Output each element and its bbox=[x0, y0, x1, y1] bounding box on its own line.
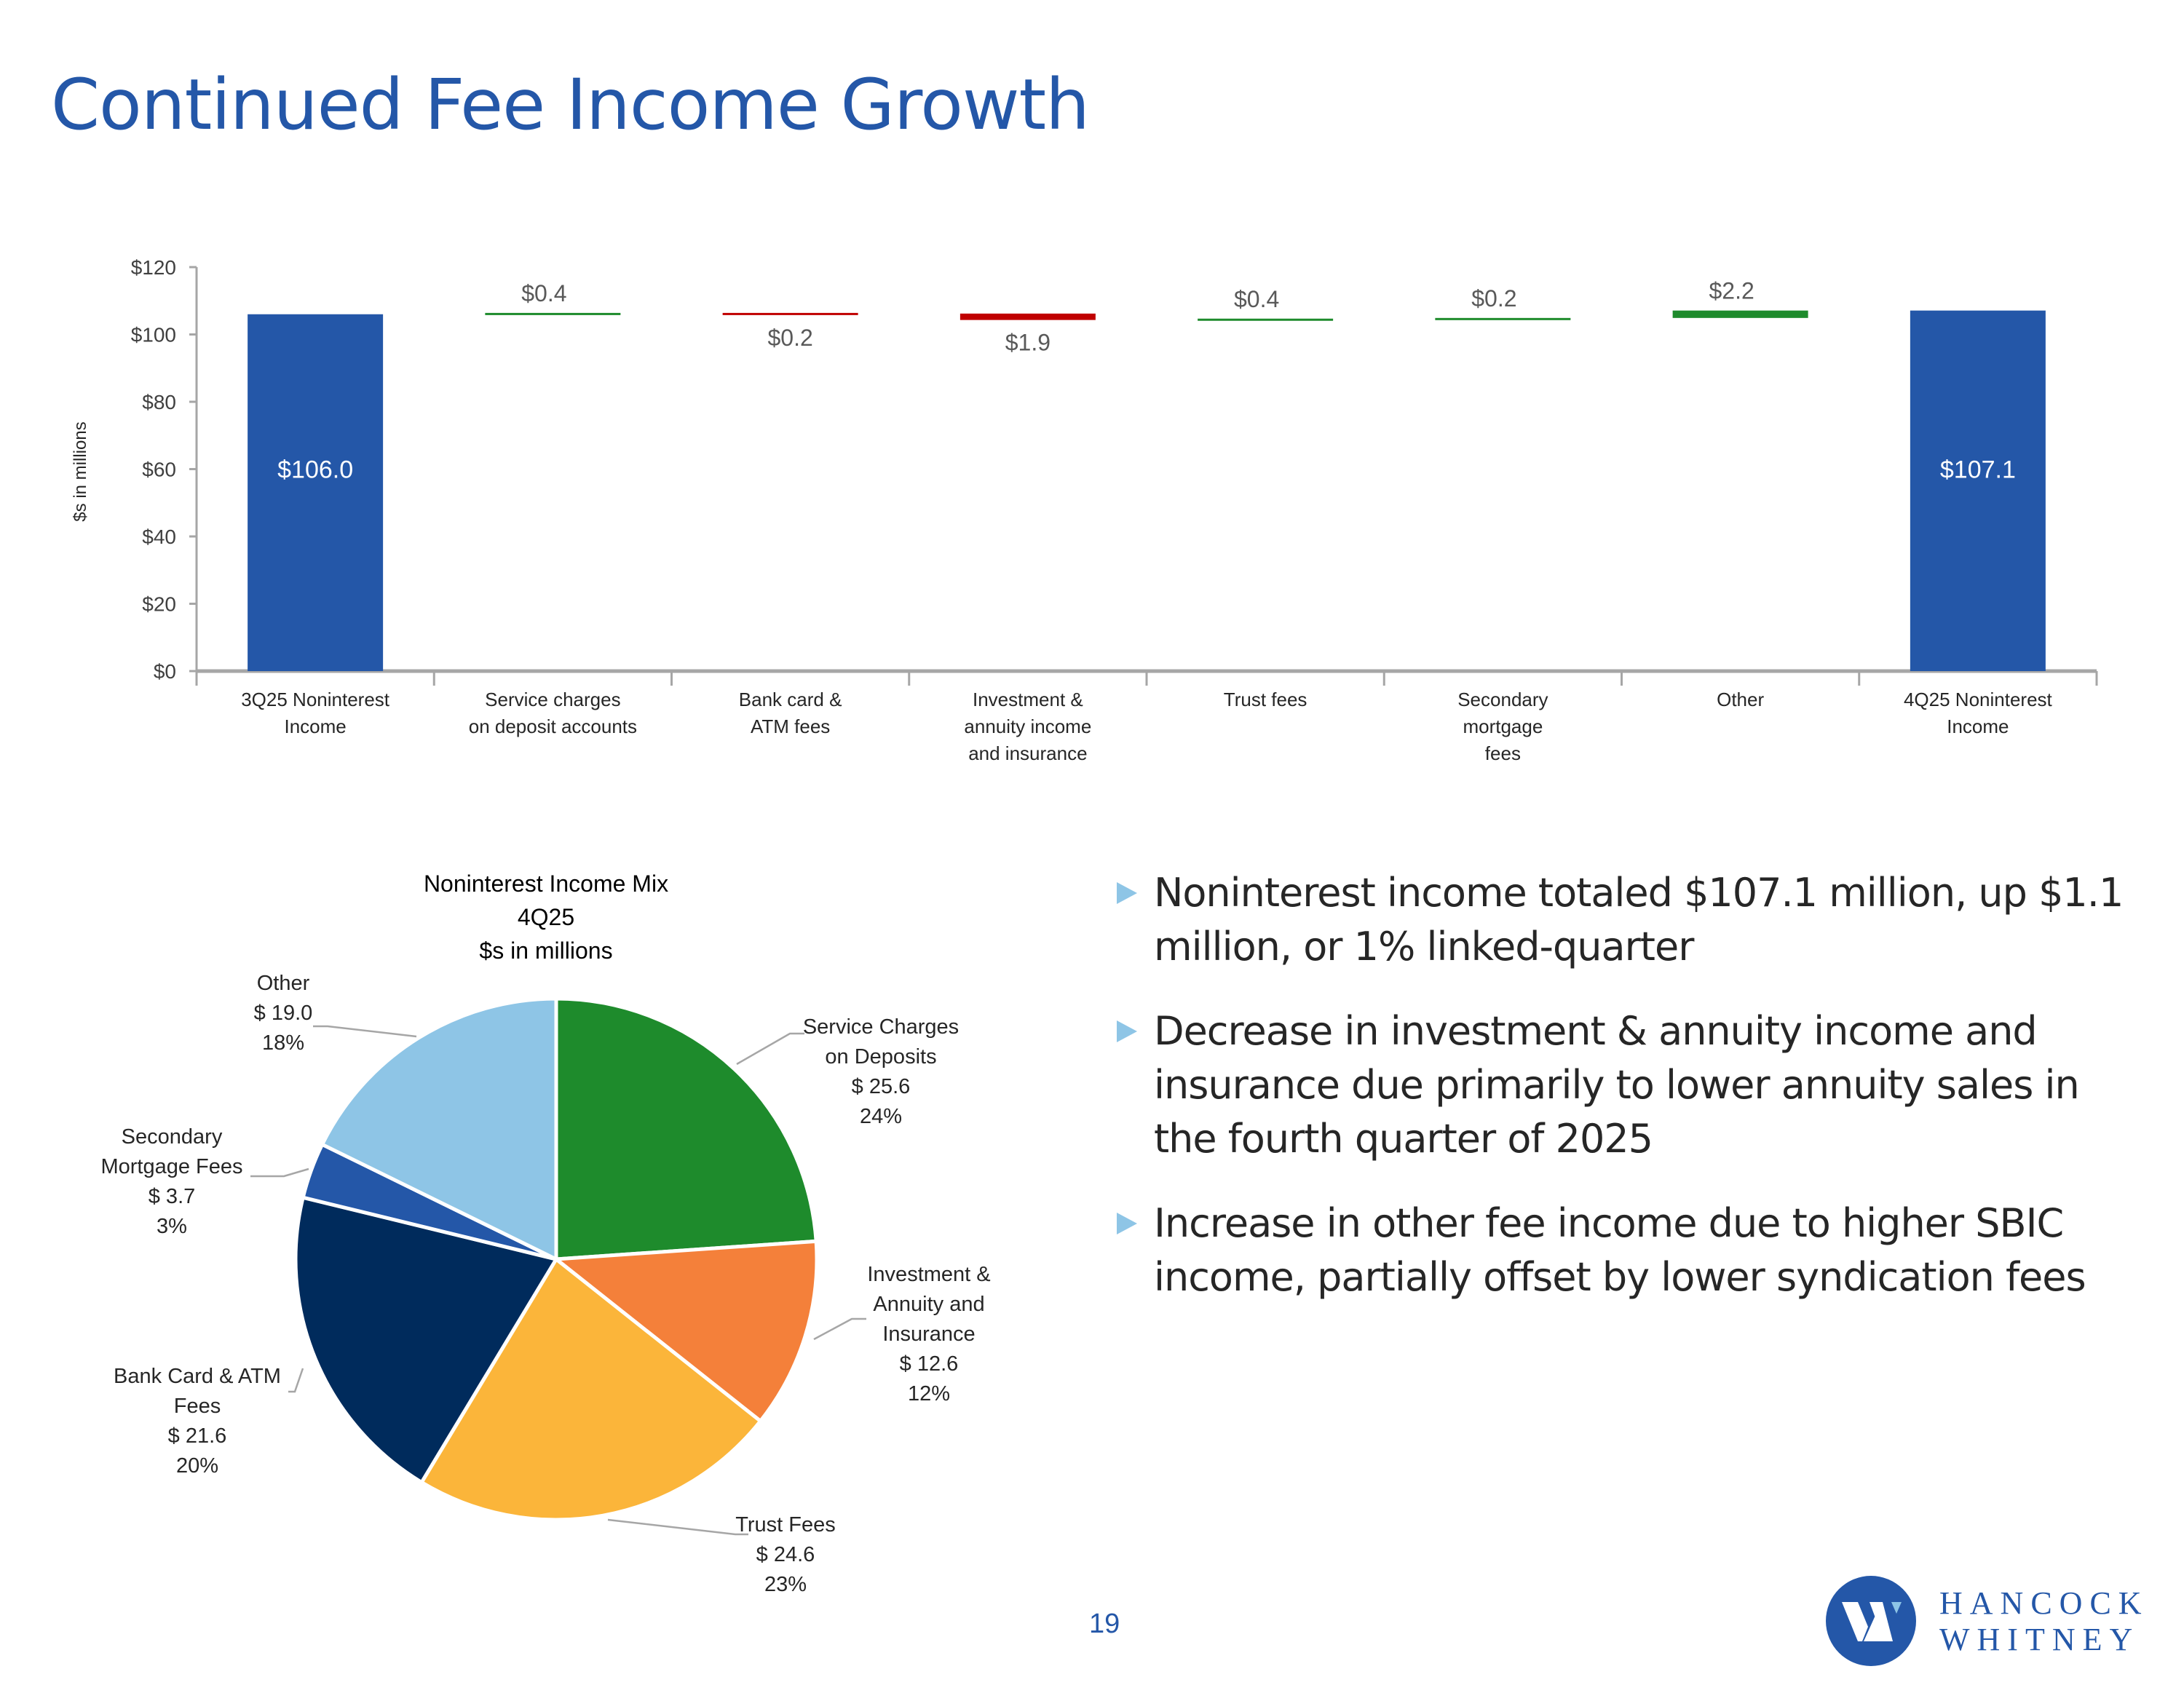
bullet-item: Decrease in investment & annuity income … bbox=[1114, 1004, 2133, 1166]
x-tick-label: on deposit accounts bbox=[469, 715, 637, 737]
pie-title: Noninterest Income Mix bbox=[424, 871, 668, 897]
pie-percent-label: 18% bbox=[262, 1031, 304, 1055]
x-tick-label: Bank card & bbox=[739, 689, 842, 710]
waterfall-bar bbox=[960, 313, 1096, 320]
y-tick-label: $20 bbox=[142, 593, 176, 616]
pie-slice bbox=[293, 1195, 559, 1486]
x-tick-label: Income bbox=[1947, 715, 2009, 737]
logo-text-hancock: HANCOCK bbox=[1939, 1585, 2149, 1621]
bullet-text: Increase in other fee income due to high… bbox=[1154, 1200, 2086, 1300]
data-label: $1.9 bbox=[1005, 330, 1051, 356]
pie-title: 4Q25 bbox=[518, 904, 574, 930]
pie-value-label: $ 19.0 bbox=[254, 1002, 313, 1025]
pie-label: Annuity and bbox=[873, 1293, 984, 1316]
pie-label: on Deposits bbox=[825, 1045, 936, 1069]
pie-title: $s in millions bbox=[479, 937, 612, 964]
pie-label: Bank Card & ATM bbox=[114, 1365, 281, 1388]
leader-line bbox=[288, 1368, 304, 1393]
pie-value-label: $ 3.7 bbox=[149, 1185, 196, 1208]
logo-mark-icon bbox=[1826, 1576, 1916, 1666]
x-tick-label: annuity income bbox=[964, 715, 1091, 737]
pie-label: Mortgage Fees bbox=[100, 1155, 242, 1178]
y-axis-title: $s in millions bbox=[71, 421, 90, 521]
data-label: $0.2 bbox=[1471, 285, 1516, 312]
y-tick-label: $80 bbox=[142, 391, 176, 413]
x-tick-label: 4Q25 Noninterest bbox=[1904, 689, 2053, 710]
bullet-item: Increase in other fee income due to high… bbox=[1114, 1197, 2133, 1304]
leader-line bbox=[313, 1025, 417, 1038]
y-tick-label: $0 bbox=[154, 660, 176, 683]
waterfall-bar bbox=[1672, 310, 1808, 318]
y-tick-label: $60 bbox=[142, 459, 176, 481]
x-tick-label: Service charges bbox=[485, 689, 620, 710]
pie-percent-label: 24% bbox=[860, 1105, 902, 1128]
waterfall-bar bbox=[722, 312, 858, 315]
triangle-bullet-icon bbox=[1117, 1020, 1137, 1042]
pie-label: Other bbox=[257, 972, 310, 995]
x-tick-label: Other bbox=[1717, 689, 1764, 710]
leader-line bbox=[736, 1032, 804, 1066]
page-number: 19 bbox=[1089, 1609, 1120, 1639]
x-tick-label: Investment & bbox=[973, 689, 1083, 710]
leader-line bbox=[607, 1518, 748, 1536]
logo-text-whitney: WHITNEY bbox=[1939, 1622, 2140, 1657]
y-tick-label: $40 bbox=[142, 526, 176, 548]
triangle-bullet-icon bbox=[1117, 882, 1137, 904]
pie-value-label: $ 25.6 bbox=[852, 1075, 911, 1098]
x-tick-label: Trust fees bbox=[1224, 689, 1307, 710]
pie-label: Investment & bbox=[867, 1263, 990, 1286]
triangle-bullet-icon bbox=[1117, 1213, 1137, 1234]
pie-label: Insurance bbox=[882, 1323, 975, 1346]
x-tick-label: and insurance bbox=[968, 742, 1087, 764]
data-label: $0.4 bbox=[521, 280, 566, 306]
pie-slice bbox=[320, 996, 558, 1263]
pie-slice bbox=[419, 1256, 764, 1522]
data-label: $106.0 bbox=[277, 456, 353, 484]
pie-slice bbox=[554, 996, 818, 1261]
bullet-item: Noninterest income totaled $107.1 millio… bbox=[1114, 866, 2133, 974]
pie-label: Trust Fees bbox=[735, 1513, 836, 1537]
x-tick-label: Income bbox=[284, 715, 346, 737]
x-tick-label: 3Q25 Noninterest bbox=[241, 689, 390, 710]
pie-value-label: $ 12.6 bbox=[900, 1352, 959, 1376]
pie-label: Fees bbox=[174, 1395, 221, 1418]
data-label: $0.2 bbox=[767, 325, 812, 351]
x-tick-label: mortgage bbox=[1463, 715, 1543, 737]
leader-line bbox=[813, 1317, 866, 1341]
pie-percent-label: 3% bbox=[157, 1215, 187, 1238]
page-title: Continued Fee Income Growth bbox=[51, 64, 1090, 146]
data-label: $107.1 bbox=[1940, 456, 2016, 484]
waterfall-bar bbox=[1910, 310, 2046, 671]
waterfall-bar bbox=[1198, 318, 1334, 321]
y-tick-label: $120 bbox=[131, 256, 176, 279]
data-label: $0.4 bbox=[1234, 286, 1279, 312]
pie-value-label: $ 21.6 bbox=[168, 1424, 227, 1448]
waterfall-bar bbox=[248, 314, 384, 671]
x-tick-label: fees bbox=[1485, 742, 1521, 764]
bullet-list: Noninterest income totaled $107.1 millio… bbox=[1114, 866, 2133, 1335]
x-tick-label: ATM fees bbox=[751, 715, 830, 737]
bullet-text: Noninterest income totaled $107.1 millio… bbox=[1154, 870, 2124, 970]
waterfall-bar bbox=[1435, 317, 1571, 320]
pie-label: Service Charges bbox=[803, 1015, 959, 1039]
y-tick-label: $100 bbox=[131, 324, 176, 346]
data-label: $2.2 bbox=[1709, 278, 1754, 304]
bullet-text: Decrease in investment & annuity income … bbox=[1154, 1008, 2080, 1162]
pie-label: Secondary bbox=[122, 1125, 223, 1149]
waterfall-bar bbox=[485, 312, 621, 315]
x-tick-label: Secondary bbox=[1457, 689, 1548, 710]
pie-percent-label: 20% bbox=[176, 1454, 218, 1478]
pie-slice bbox=[551, 1239, 819, 1424]
pie-percent-label: 12% bbox=[908, 1382, 950, 1406]
leader-line bbox=[250, 1167, 309, 1178]
pie-value-label: $ 24.6 bbox=[756, 1543, 815, 1566]
hancock-whitney-logo: HANCOCK WHITNEY bbox=[1826, 1576, 2161, 1667]
pie-percent-label: 23% bbox=[764, 1573, 807, 1596]
